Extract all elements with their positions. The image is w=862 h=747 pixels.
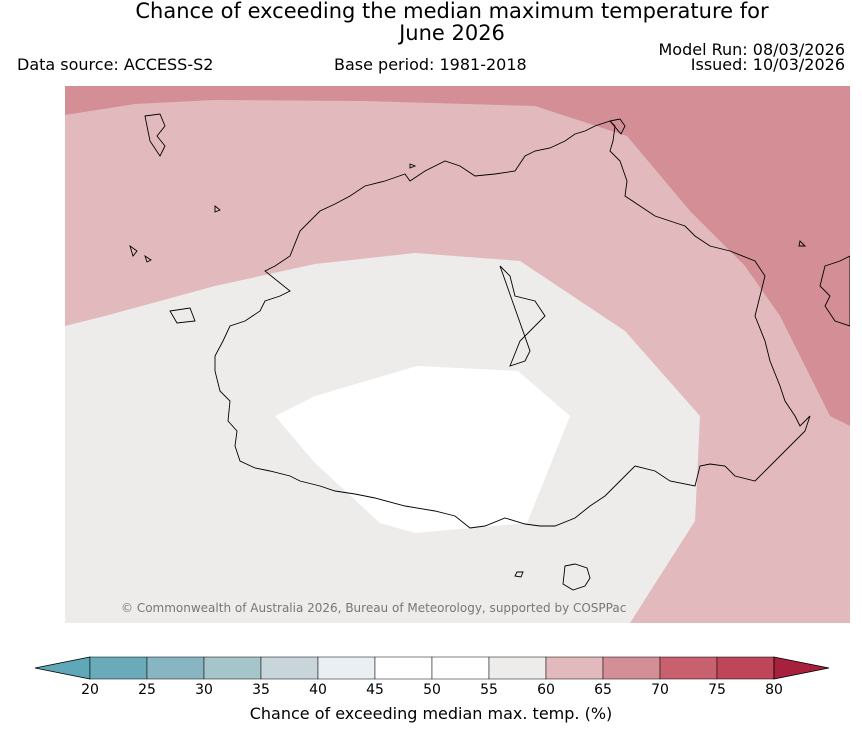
colorbar-tick-label: 30 <box>195 682 213 698</box>
colorbar-band <box>89 656 148 680</box>
colorbar-band <box>545 656 604 680</box>
colorbar-band <box>488 656 547 680</box>
colorbar-band <box>659 656 718 680</box>
colorbar-tick-label: 25 <box>138 682 156 698</box>
colorbar-tick-label: 55 <box>480 682 498 698</box>
colorbar-tick-label: 40 <box>309 682 327 698</box>
colorbar-tick-label: 60 <box>537 682 555 698</box>
islands <box>129 163 807 578</box>
copyright-notice: © Commonwealth of Australia 2026, Bureau… <box>121 601 627 615</box>
colorbar-tick-label: 80 <box>765 682 783 698</box>
colorbar-band <box>260 656 319 680</box>
band-50-55-centre <box>275 366 570 533</box>
colorbar-tick-label: 35 <box>252 682 270 698</box>
colorbar <box>34 656 830 680</box>
map-canvas <box>65 86 850 623</box>
colorbar-band <box>602 656 661 680</box>
model-run: Model Run: 08/03/2026 <box>658 40 846 59</box>
colorbar-tick-label: 65 <box>594 682 612 698</box>
title-line-2: June 2026 <box>399 21 505 45</box>
colorbar-tick-label: 45 <box>366 682 384 698</box>
colorbar-low-extend <box>34 656 91 680</box>
colorbar-band <box>317 656 376 680</box>
title-line-1: Chance of exceeding the median maximum t… <box>135 0 769 23</box>
colorbar-band <box>203 656 262 680</box>
forecast-map: © Commonwealth of Australia 2026, Bureau… <box>65 86 850 623</box>
new-guinea-coastline <box>144 113 850 367</box>
band-65-70-north <box>65 86 850 426</box>
colorbar-bands <box>89 656 775 680</box>
australia-coastline <box>214 120 811 529</box>
band-60-65 <box>65 86 850 623</box>
colorbar-tick-label: 75 <box>708 682 726 698</box>
tasmania-coastline <box>562 563 591 591</box>
colorbar-high-extend <box>773 656 830 680</box>
issued-date: Issued: 10/03/2026 <box>690 55 845 74</box>
colorbar-label: Chance of exceeding median max. temp. (%… <box>249 704 613 723</box>
base-period: Base period: 1981-2018 <box>334 55 527 74</box>
colorbar-band <box>374 656 433 680</box>
colorbar-band <box>431 656 490 680</box>
data-source: Data source: ACCESS-S2 <box>17 55 214 74</box>
colorbar-tick-label: 50 <box>423 682 441 698</box>
colorbar-band <box>146 656 205 680</box>
colorbar-tick-label: 20 <box>81 682 99 698</box>
colorbar-band <box>716 656 775 680</box>
colorbar-tick-label: 70 <box>651 682 669 698</box>
